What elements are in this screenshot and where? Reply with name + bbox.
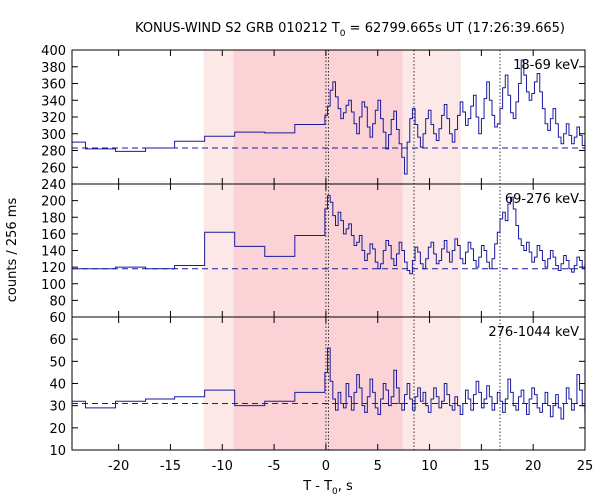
light-curve-series: [72, 59, 586, 175]
energy-band-label: 276-1044 keV: [488, 325, 579, 340]
x-tick-label: -10: [212, 459, 233, 474]
y-tick-label: 380: [41, 61, 66, 76]
x-tick-label: 15: [473, 459, 490, 474]
y-axis-label: counts / 256 ms: [5, 198, 20, 303]
y-tick-label: 50: [49, 355, 66, 370]
y-tick-label: 320: [41, 111, 66, 126]
y-tick-label: 200: [41, 195, 66, 210]
x-tick-label: 0: [322, 459, 330, 474]
y-tick-label: 10: [49, 444, 66, 459]
y-tick-label: 120: [41, 261, 66, 276]
energy-band-label: 18-69 keV: [513, 58, 579, 73]
light-curve-series: [72, 195, 586, 275]
y-tick-label: 20: [49, 422, 66, 437]
y-tick-label: 30: [49, 400, 66, 415]
energy-band-label: 69-276 keV: [505, 192, 579, 207]
light-curve-series: [72, 347, 586, 420]
y-tick-label: 340: [41, 94, 66, 109]
x-tick-label: 5: [374, 459, 382, 474]
x-tick-label: -5: [268, 459, 281, 474]
y-tick-label: 280: [41, 145, 66, 160]
x-tick-label: -15: [160, 459, 181, 474]
x-tick-label: 20: [525, 459, 542, 474]
y-tick-label: 240: [41, 178, 66, 193]
y-tick-label: 260: [41, 161, 66, 176]
shaded-region-1: [233, 50, 403, 450]
y-tick-label: 300: [41, 128, 66, 143]
y-tick-label: 360: [41, 78, 66, 93]
chart-title: KONUS-WIND S2 GRB 010212 T0 = 62799.665s…: [135, 21, 565, 39]
x-tick-label: 25: [577, 459, 594, 474]
y-tick-label: 80: [49, 294, 66, 309]
y-tick-label: 180: [41, 211, 66, 226]
y-tick-label: 100: [41, 278, 66, 293]
y-tick-label: 60: [49, 311, 66, 326]
y-tick-label: 40: [49, 378, 66, 393]
panel-2: 10 20 30 40 50 60 276-1044 keV: [49, 316, 586, 459]
y-tick-label: 140: [41, 245, 66, 260]
x-tick-label: 10: [421, 459, 438, 474]
y-tick-label: 160: [41, 228, 66, 243]
y-tick-label: 400: [41, 44, 66, 59]
y-tick-label: 60: [49, 333, 66, 348]
x-axis-label: T - T0, s: [302, 479, 353, 497]
x-tick-label: -20: [108, 459, 129, 474]
